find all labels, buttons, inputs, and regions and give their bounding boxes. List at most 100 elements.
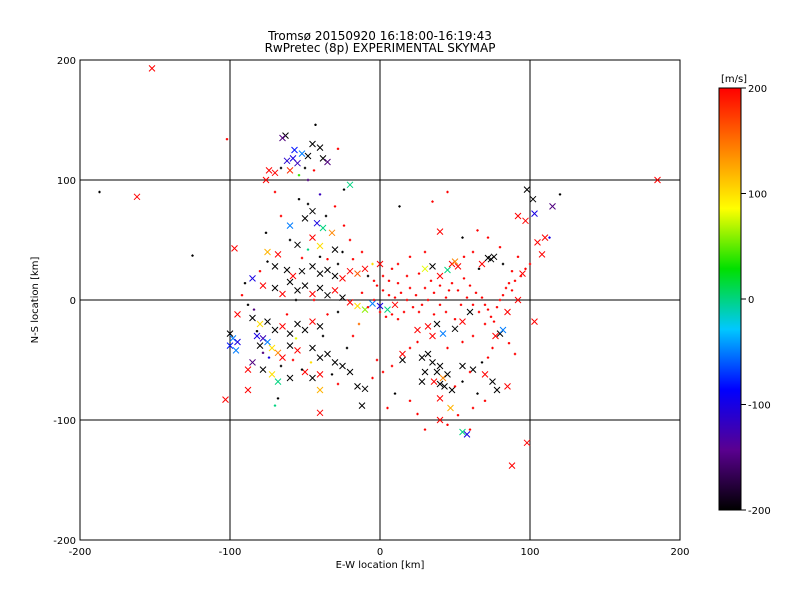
data-point-cross	[316, 284, 324, 292]
data-point-cross	[354, 270, 361, 277]
data-point-dot	[297, 174, 301, 177]
data-point-dot	[336, 147, 340, 150]
data-point-dot	[474, 291, 478, 294]
data-point-dot	[342, 224, 346, 227]
data-point-dot	[398, 205, 401, 208]
data-point-cross	[229, 335, 237, 342]
data-point-dot	[417, 310, 421, 314]
data-point-cross	[424, 323, 432, 330]
data-point-dot	[279, 364, 283, 368]
data-point-cross	[274, 378, 282, 385]
chart-title: Tromsø 20150920 16:18:00-16:19:43	[267, 29, 492, 43]
data-point-cross	[436, 272, 444, 280]
data-point-cross	[316, 354, 324, 361]
data-point-dot	[381, 370, 385, 374]
data-point-cross	[256, 342, 264, 349]
data-point-cross	[358, 402, 366, 409]
data-point-dot	[360, 250, 364, 254]
data-point-cross	[459, 318, 466, 325]
data-point-dot	[429, 279, 433, 282]
data-point-cross	[271, 169, 279, 177]
data-point-dot	[453, 318, 457, 321]
data-point-cross	[339, 275, 346, 282]
data-point-cross	[309, 318, 316, 325]
data-point-dot	[408, 255, 412, 258]
data-point-dot	[501, 262, 505, 266]
data-point-dot	[264, 231, 268, 234]
data-point-cross	[361, 385, 369, 393]
data-point-dot	[438, 303, 442, 306]
data-point-dot	[351, 258, 355, 261]
data-point-dot	[312, 298, 316, 302]
colorbar-tick-label: 200	[748, 84, 767, 95]
data-point-cross	[316, 409, 324, 417]
data-point-dot	[480, 296, 484, 299]
data-point-cross	[264, 248, 271, 256]
data-point-cross	[304, 152, 312, 160]
data-point-cross	[324, 266, 331, 274]
data-point-dot	[387, 294, 391, 297]
data-point-dot	[408, 399, 412, 402]
data-point-dot	[402, 310, 406, 314]
data-point-dot	[495, 306, 499, 309]
data-point-dot	[432, 291, 436, 294]
data-point-dot	[405, 274, 409, 278]
data-point-cross	[234, 311, 241, 318]
data-point-cross	[489, 378, 496, 385]
x-tick-label: -100	[219, 547, 242, 558]
data-point-dot	[444, 310, 448, 314]
colorbar-tick-label: -200	[748, 506, 771, 517]
data-point-cross	[421, 265, 429, 273]
data-point-cross	[226, 330, 234, 337]
data-point-cross	[346, 368, 354, 376]
data-point-dot	[507, 342, 511, 345]
data-point-cross	[492, 332, 499, 340]
data-point-dot	[393, 392, 397, 395]
data-point-dot	[348, 238, 352, 242]
data-point-dot	[390, 267, 394, 270]
data-point-cross	[354, 302, 361, 310]
data-point-dot	[261, 351, 265, 354]
data-point-cross	[436, 380, 444, 388]
data-point-cross	[316, 144, 324, 151]
x-axis-label: E-W location [km]	[336, 560, 425, 571]
data-point-cross	[286, 222, 294, 229]
data-point-dot	[303, 166, 307, 170]
data-point-dot	[468, 370, 472, 374]
data-point-cross	[421, 368, 429, 376]
colorbar: [m/s] 200 100 0 -100 -200	[718, 74, 771, 517]
data-point-dot	[423, 428, 427, 431]
data-point-dot	[477, 310, 481, 314]
data-point-dot	[396, 282, 400, 285]
data-point-dot	[447, 289, 451, 292]
data-point-dot	[342, 188, 346, 191]
data-point-cross	[346, 181, 354, 189]
data-point-cross	[289, 272, 297, 280]
data-point-dot	[456, 414, 460, 417]
data-point-cross	[279, 354, 286, 361]
data-point-cross	[508, 462, 516, 469]
data-point-dot	[294, 337, 298, 340]
data-point-dot	[306, 248, 310, 251]
data-point-dot	[318, 193, 322, 196]
data-point-dot	[384, 315, 388, 318]
data-point-dot	[372, 298, 376, 302]
data-point-dot	[420, 303, 424, 306]
data-point-dot	[446, 190, 449, 194]
data-point-cross	[294, 241, 301, 249]
data-point-cross	[148, 65, 156, 72]
data-point-dot	[446, 346, 449, 350]
data-point-dot	[288, 238, 292, 242]
data-point-dot	[314, 123, 317, 126]
data-point-cross	[433, 320, 441, 328]
data-point-cross	[324, 350, 331, 358]
data-point-cross	[414, 326, 421, 334]
data-point-cross	[654, 176, 661, 184]
data-point-cross	[249, 359, 256, 366]
data-point-dot	[306, 178, 310, 182]
data-point-dot	[431, 200, 434, 203]
data-point-cross	[232, 347, 240, 354]
data-point-dot	[393, 296, 397, 299]
data-point-dot	[408, 286, 412, 290]
data-point-cross	[316, 371, 324, 378]
